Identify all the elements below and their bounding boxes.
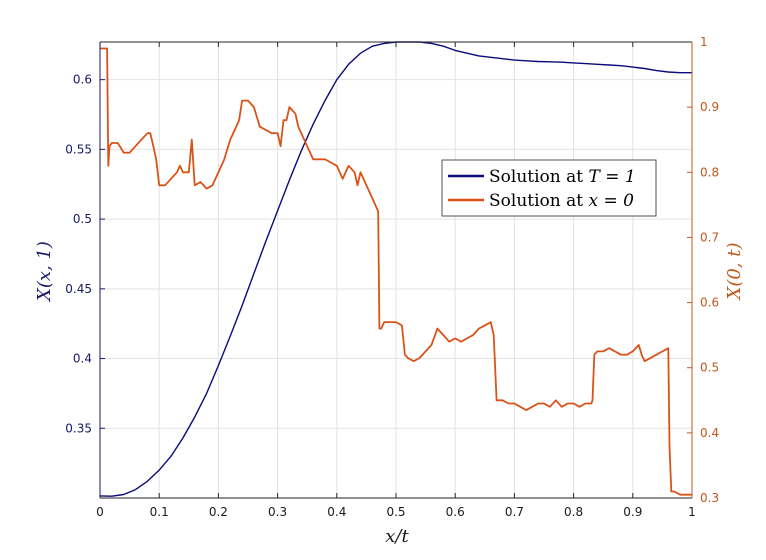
legend: Solution at T = 1 Solution at x = 0 <box>441 159 657 217</box>
right-y-tick-label: 0.6 <box>700 296 719 310</box>
axes <box>99 41 693 499</box>
x-tick-label: 0 <box>96 505 104 519</box>
tick-labels: 0 0.1 0.2 0.3 0.4 0.5 0.6 0.7 0.8 0.9 1 0.35 0.4 0.45… <box>65 35 719 519</box>
left-y-tick-label: 0.55 <box>65 142 92 156</box>
right-y-tick-label: 0.3 <box>700 491 719 505</box>
left-y-tick-label: 0.4 <box>73 352 92 366</box>
legend-label-series-2: Solution at x = 0 <box>489 191 634 211</box>
x-tick-label: 0.3 <box>268 505 287 519</box>
right-y-tick-label: 0.7 <box>700 230 719 244</box>
right-y-tick-label: 1 <box>700 35 708 49</box>
x-tick-label: 1 <box>688 505 696 519</box>
right-y-tick-label: 0.9 <box>700 100 719 114</box>
left-y-tick-label: 0.45 <box>65 282 92 296</box>
left-y-tick-label: 0.5 <box>73 212 92 226</box>
left-y-tick-label: 0.6 <box>73 73 92 87</box>
legend-label-series-1: Solution at T = 1 <box>489 167 636 187</box>
x-tick-label: 0.9 <box>623 505 642 519</box>
x-tick-label: 0.6 <box>446 505 465 519</box>
right-y-tick-label: 0.4 <box>700 426 719 440</box>
x-tick-label: 0.7 <box>505 505 524 519</box>
legend-box <box>441 159 657 217</box>
x-tick-label: 0.5 <box>386 505 405 519</box>
series-line-2 <box>100 47 692 496</box>
left-y-axis-label: X(x, 1) <box>34 241 55 303</box>
x-tick-label: 0.4 <box>327 505 346 519</box>
x-tick-label: 0.1 <box>150 505 169 519</box>
right-y-tick-label: 0.5 <box>700 361 719 375</box>
x-tick-label: 0.8 <box>564 505 583 519</box>
x-axis-label: x/t <box>385 526 409 547</box>
right-y-tick-label: 0.8 <box>700 165 719 179</box>
x-tick-label: 0.2 <box>209 505 228 519</box>
right-y-axis-label: X(0, t) <box>724 243 745 302</box>
left-y-tick-label: 0.35 <box>65 421 92 435</box>
